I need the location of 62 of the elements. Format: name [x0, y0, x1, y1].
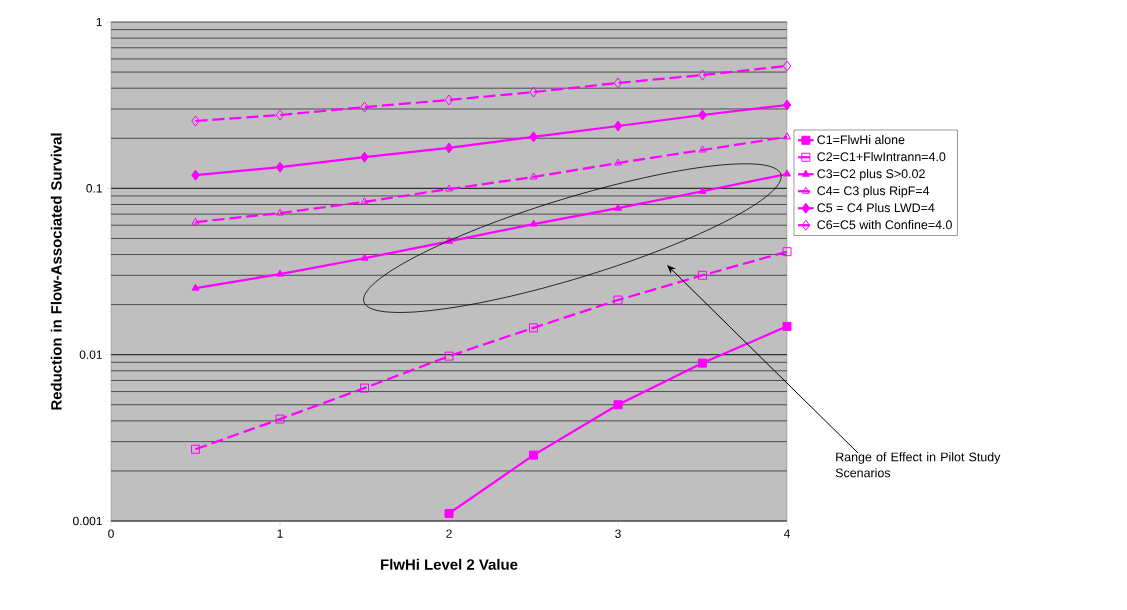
y-axis-title: Reduction in Flow-Associated Survival — [50, 133, 62, 410]
point — [698, 270, 708, 280]
point — [783, 132, 791, 140]
x-tick-label: 1 — [277, 529, 283, 538]
point — [529, 172, 538, 180]
legend-label: C1=FlwHi alone — [817, 134, 905, 145]
point — [782, 60, 792, 72]
legend-label: C3=C2 plus S>0.02 — [817, 168, 925, 181]
point — [529, 219, 538, 227]
y-tick-label: 0.1 — [86, 184, 102, 193]
point — [529, 450, 538, 460]
point — [360, 253, 369, 261]
point — [782, 321, 792, 331]
point — [614, 158, 622, 166]
point — [782, 99, 792, 111]
point — [191, 283, 200, 291]
legend-label: C4= C3 plus RipF=4 — [817, 185, 930, 198]
point — [445, 184, 453, 192]
point — [613, 120, 623, 132]
point — [698, 69, 707, 81]
y-tick-label: 0.001 — [73, 516, 102, 526]
legend-label: C2=C1+FlwIntrann=4.0 — [817, 151, 946, 162]
point — [613, 400, 623, 410]
point — [613, 295, 623, 305]
point — [529, 86, 538, 98]
x-axis-title: FlwHi Level 2 Value — [381, 558, 518, 570]
point — [275, 161, 285, 173]
point — [191, 169, 200, 181]
point — [360, 151, 369, 163]
point — [444, 94, 454, 106]
point — [529, 131, 538, 143]
point — [191, 217, 200, 225]
point — [275, 109, 285, 121]
legend-label: C5 = C4 Plus LWD=4 — [817, 202, 935, 213]
x-tick-label: 2 — [446, 529, 452, 538]
point — [276, 208, 284, 216]
point — [360, 101, 369, 113]
point — [444, 351, 454, 361]
point — [444, 508, 454, 518]
x-tick-label: 4 — [783, 529, 790, 538]
point — [614, 203, 622, 211]
point — [783, 169, 791, 177]
point — [360, 383, 369, 393]
text: Range of Effect in Pilot Study Scenarios — [835, 452, 1001, 478]
x-tick-label: 3 — [615, 529, 621, 538]
point — [276, 269, 284, 277]
y-tick-label: 1 — [96, 17, 102, 27]
point — [698, 109, 707, 121]
point — [698, 358, 708, 368]
point — [698, 186, 707, 194]
point — [698, 145, 707, 153]
point — [191, 444, 200, 454]
point — [444, 142, 454, 154]
point — [529, 323, 538, 333]
legend-label: C6=C5 with Confine=4.0 — [817, 219, 952, 230]
point — [275, 414, 285, 424]
point — [782, 247, 792, 257]
point — [613, 77, 623, 89]
x-tick-label: 0 — [108, 529, 114, 538]
point — [191, 115, 200, 127]
y-tick-label: 0.01 — [79, 350, 102, 359]
point — [360, 197, 369, 205]
